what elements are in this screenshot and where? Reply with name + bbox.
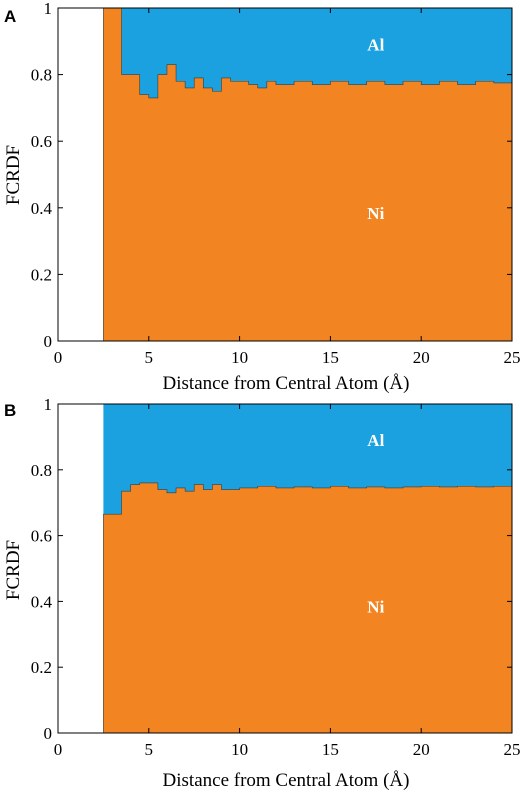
- series-label-al: Al: [367, 431, 384, 450]
- x-tick-label: 15: [322, 348, 339, 367]
- y-axis-title-b: FCRDF: [3, 540, 24, 600]
- x-tick-label: 5: [145, 348, 154, 367]
- panel-letter-a: A: [4, 7, 16, 26]
- x-tick-label: 20: [413, 740, 430, 759]
- ni-fraction-area: [103, 7, 513, 342]
- x-tick-label: 20: [413, 348, 430, 367]
- ticks-a: 0 5 10 15 20 25 0 0.2 0.4 0.6 0.8 1: [31, 0, 521, 367]
- plot-area-a: [57, 7, 513, 342]
- x-axis-title-b: Distance from Central Atom (Å): [163, 770, 410, 791]
- x-tick-label: 5: [145, 740, 154, 759]
- x-tick-label: 10: [231, 740, 248, 759]
- series-label-ni: Ni: [367, 204, 384, 223]
- series-label-ni: Ni: [367, 597, 384, 616]
- x-tick-label: 25: [504, 348, 521, 367]
- x-tick-label: 0: [54, 348, 63, 367]
- ni-fraction-area: [103, 482, 513, 734]
- chart-b-svg: B Al Ni 0 5 10 15 20 25 0 0.2 0.4 0.6 0.8 1 Distance…: [3, 396, 521, 791]
- y-tick-label: 1: [44, 396, 53, 414]
- region-labels-b: Al Ni: [367, 431, 384, 616]
- chart-panel-b: B Al Ni 0 5 10 15 20 25 0 0.2 0.4 0.6 0.8 1 Distance…: [0, 396, 526, 793]
- x-tick-label: 15: [322, 740, 339, 759]
- chart-panel-a: A Al Ni 0 5 10 15 20 25 0 0.2 0.4 0.6 0.8 1 Distance…: [0, 0, 526, 396]
- axes-frame: [57, 7, 513, 342]
- y-tick-label: 0: [44, 332, 53, 351]
- region-labels-a: Al Ni: [367, 36, 384, 223]
- ticks-b: 0 5 10 15 20 25 0 0.2 0.4 0.6 0.8 1: [31, 396, 521, 759]
- y-axis-title-a: FCRDF: [3, 145, 24, 205]
- panel-letter-b: B: [4, 401, 16, 420]
- chart-a-svg: A Al Ni 0 5 10 15 20 25 0 0.2 0.4 0.6 0.8 1 Distance…: [3, 0, 521, 394]
- axes-frame: [57, 403, 513, 734]
- x-tick-label: 0: [54, 740, 63, 759]
- y-tick-label: 0: [44, 724, 53, 743]
- y-tick-label: 0.6: [31, 132, 52, 151]
- y-tick-label: 0.2: [31, 658, 52, 677]
- x-axis-title-a: Distance from Central Atom (Å): [163, 373, 410, 394]
- y-tick-label: 1: [44, 0, 53, 18]
- plot-area-b: [57, 403, 513, 734]
- y-tick-label: 0.8: [31, 66, 52, 85]
- x-tick-label: 10: [231, 348, 248, 367]
- x-tick-label: 25: [504, 740, 521, 759]
- y-tick-label: 0.4: [31, 199, 53, 218]
- series-label-al: Al: [367, 36, 384, 55]
- y-tick-label: 0.6: [31, 527, 52, 546]
- y-tick-label: 0.2: [31, 265, 52, 284]
- y-tick-label: 0.4: [31, 592, 53, 611]
- y-tick-label: 0.8: [31, 461, 52, 480]
